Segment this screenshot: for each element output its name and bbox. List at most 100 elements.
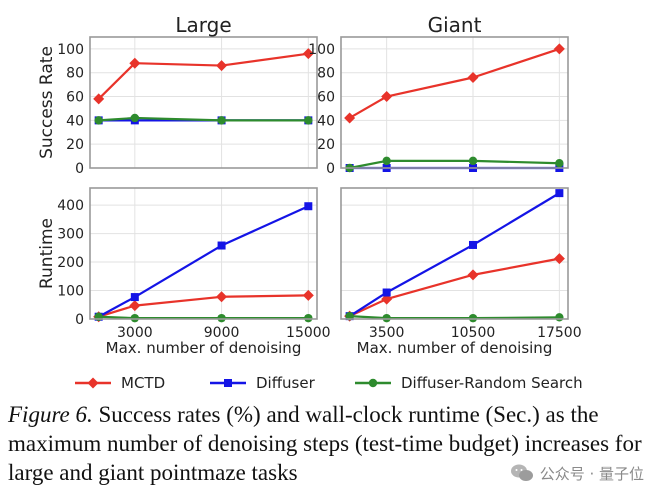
y-tick-label: 80 <box>317 66 335 82</box>
x-tick-label: 3000 <box>117 325 153 341</box>
y-tick-label: 40 <box>66 113 84 129</box>
data-point <box>553 253 565 265</box>
legend-item-diffuser: Diffuser <box>210 374 316 392</box>
series-line <box>98 315 309 320</box>
y-tick-label: 40 <box>317 113 335 129</box>
y-tick-label: 0 <box>75 312 84 328</box>
series-line <box>349 159 560 170</box>
data-point <box>469 240 478 249</box>
caption-text: Success rates (%) and wall-clock runtime… <box>8 402 642 485</box>
series-line <box>349 47 560 119</box>
data-point <box>381 91 393 103</box>
y-axis-label: Success Rate <box>37 46 57 159</box>
data-point <box>217 313 226 323</box>
series-diffuser-random-search <box>94 312 313 323</box>
data-point <box>129 57 141 69</box>
y-tick-label: 100 <box>308 42 335 58</box>
data-point <box>302 48 314 60</box>
data-point <box>302 289 314 301</box>
x-tick-label: 17500 <box>537 325 582 341</box>
data-point <box>468 156 478 166</box>
data-point <box>468 313 478 323</box>
y-tick-label: 60 <box>317 90 335 106</box>
figure-caption: Figure 6. Success rates (%) and wall-clo… <box>8 400 656 487</box>
plot-frame <box>340 36 569 169</box>
data-point <box>216 60 228 72</box>
legend-marker-icon <box>368 378 378 388</box>
series-line <box>349 192 560 318</box>
legend-label: Diffuser-Random Search <box>401 374 583 392</box>
series-line <box>349 257 560 318</box>
y-tick-label: 80 <box>66 66 84 82</box>
figure-plot-area: 0 20 40 60 80 100 Large Success Rate 0 20 40 60 80 10… <box>37 13 582 357</box>
x-tick-label: 10500 <box>451 325 496 341</box>
y-tick-label: 400 <box>57 198 84 214</box>
legend-item-diffuser-random-search: Diffuser-Random Search <box>355 374 583 392</box>
x-axis-label: Max. number of denoising <box>357 339 553 357</box>
y-tick-label: 60 <box>66 90 84 106</box>
legend-item-mctd: MCTD <box>75 374 165 392</box>
y-tick-label: 20 <box>317 137 335 153</box>
plot-frame <box>89 187 318 320</box>
legend-marker-icon <box>224 379 232 387</box>
data-point <box>93 93 105 105</box>
wechat-logo-icon <box>510 464 533 481</box>
data-point <box>216 291 228 303</box>
data-point <box>382 288 391 297</box>
data-point <box>304 116 313 125</box>
y-tick-label: 0 <box>326 161 335 177</box>
watermark-text: 公众号 · 量子位 <box>539 464 644 483</box>
x-tick-label: 9000 <box>204 325 240 341</box>
y-tick-label: 20 <box>66 137 84 153</box>
data-point <box>382 313 391 323</box>
series-diffuser-random-search <box>94 113 313 125</box>
plot-frame <box>89 36 318 169</box>
series-line <box>349 315 560 320</box>
data-point <box>130 113 140 123</box>
plot-background <box>90 37 317 168</box>
series-mctd <box>93 48 314 105</box>
data-point <box>555 159 564 168</box>
y-axis-label: Runtime <box>37 218 57 289</box>
data-point <box>467 269 479 281</box>
legend: MCTD Diffuser Diffuser-Random Search <box>75 374 583 392</box>
data-point <box>217 241 226 250</box>
panel-title: Large <box>175 13 231 37</box>
data-point <box>467 71 479 83</box>
series-line <box>98 116 309 122</box>
caption-label: Figure 6. <box>8 402 93 427</box>
x-axis-label: Max. number of denoising <box>106 339 302 357</box>
plot-frame <box>340 187 569 320</box>
panel-title: Giant <box>428 13 482 37</box>
plot-background <box>90 188 317 319</box>
data-point <box>129 300 141 312</box>
x-tick-label: 3500 <box>369 325 405 341</box>
panel-large-success-rate: 0 20 40 60 80 100 Large Success Rate <box>37 13 318 177</box>
y-tick-label: 0 <box>75 161 84 177</box>
series-mctd <box>344 43 565 124</box>
data-point <box>553 43 565 55</box>
y-tick-label: 300 <box>57 227 84 243</box>
series-line <box>97 52 309 100</box>
data-point <box>130 293 139 302</box>
legend-label: Diffuser <box>256 374 316 392</box>
data-point <box>304 313 313 323</box>
panel-giant-success-rate: 0 20 40 60 80 100 Giant <box>308 13 569 177</box>
data-point <box>382 156 391 166</box>
watermark: 公众号 · 量子位 <box>510 460 644 486</box>
legend-marker-icon <box>87 377 99 389</box>
data-point <box>555 313 564 322</box>
x-tick-label: 15000 <box>286 325 331 341</box>
data-point <box>130 313 140 323</box>
data-point <box>94 116 103 125</box>
y-tick-label: 200 <box>57 255 84 271</box>
legend-label: MCTD <box>121 374 165 392</box>
data-point <box>555 189 564 198</box>
data-point <box>217 116 226 125</box>
series-line <box>98 205 309 318</box>
y-tick-label: 100 <box>57 284 84 300</box>
data-point <box>304 202 313 211</box>
series-line <box>98 294 309 318</box>
y-tick-label: 100 <box>57 42 84 58</box>
